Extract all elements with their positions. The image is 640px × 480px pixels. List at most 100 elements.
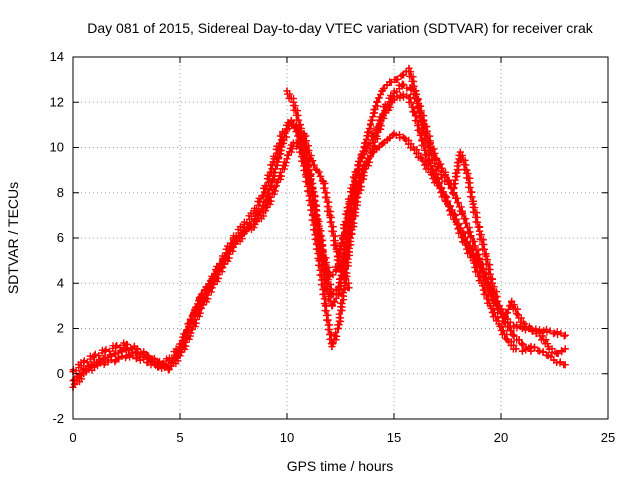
data-point [262,184,270,192]
data-point [313,166,321,174]
data-point [510,322,518,330]
data-point [176,352,184,360]
data-point [458,209,466,217]
data-point [289,98,297,106]
data-point [360,168,368,176]
data-point [101,347,109,355]
data-point [165,365,173,373]
data-point [469,200,477,208]
data-point [540,327,548,335]
y-tick-label: -2 [52,411,64,426]
data-point [373,132,381,140]
data-point [521,320,529,328]
data-point [379,112,387,120]
data-point [165,356,173,364]
data-point [354,166,362,174]
series-satellite-pass-4 [283,64,569,357]
data-point [341,245,349,253]
data-point [360,144,368,151]
data-point [90,363,98,371]
data-point [390,89,398,97]
data-point [366,121,374,129]
data-point [240,220,248,228]
data-point [405,94,413,102]
data-point [409,144,417,151]
x-tick-label: 5 [176,430,183,445]
data-point [80,370,88,378]
data-point [112,349,120,357]
data-point [354,193,362,201]
x-tick-label: 20 [494,430,508,445]
data-point [495,320,503,328]
y-tick-label: 6 [57,230,64,245]
data-point [230,243,237,251]
data-point [379,85,387,93]
data-point [112,343,120,351]
x-axis-label: GPS time / hours [287,458,394,474]
data-point [251,207,259,215]
data-point [518,347,526,355]
y-tick-label: 2 [57,321,64,336]
data-point [510,331,518,339]
data-point [495,302,503,310]
data-point [262,207,270,215]
data-point [411,112,419,120]
data-point [328,302,336,310]
data-point [484,284,492,292]
data-point [501,313,509,321]
data-point [322,279,330,287]
x-tick-label: 10 [280,430,294,445]
x-tick-label: 0 [69,430,76,445]
data-point [561,331,569,339]
data-point [551,329,558,337]
data-point [482,252,490,260]
series-satellite-pass-1 [69,121,520,385]
data-point [334,325,342,332]
data-point [347,200,355,208]
data-point [219,263,227,271]
data-point [328,343,336,351]
data-point [411,87,419,95]
data-point [309,184,317,192]
data-point [112,356,120,364]
data-point [326,272,334,280]
data-point [486,302,494,310]
data-point [401,134,409,142]
data-point [123,340,130,348]
data-point [386,78,394,86]
y-tick-label: 4 [57,275,64,290]
data-point [424,144,432,151]
data-point [332,245,340,253]
data-point [544,352,552,360]
data-point [441,193,449,201]
data-point [433,175,441,183]
data-point [133,354,141,362]
data-point [399,71,407,79]
data-point [133,345,141,353]
x-tick-label: 15 [387,430,401,445]
data-point [527,343,535,351]
data-point [476,227,484,235]
data-point [240,229,248,237]
data-point [467,245,475,253]
data-point [437,171,445,179]
data-point [553,358,561,366]
data-point [444,177,451,185]
y-tick-label: 12 [50,94,64,109]
data-point [514,311,522,319]
y-tick-label: 10 [50,140,64,155]
data-point [561,345,569,353]
data-point [503,336,511,344]
data-point [508,297,516,305]
data-point [366,153,374,161]
data-point [279,130,287,138]
data-point [339,268,347,276]
data-point [536,329,544,337]
data-point [456,148,464,156]
data-point [326,211,334,219]
axis-ticks: -2 0 2 4 6 8 10 12 14 0 5 10 15 20 25 [50,49,616,445]
data-point [553,349,561,357]
y-tick-label: 14 [50,49,64,64]
data-point [345,284,353,292]
data-point [518,325,526,332]
